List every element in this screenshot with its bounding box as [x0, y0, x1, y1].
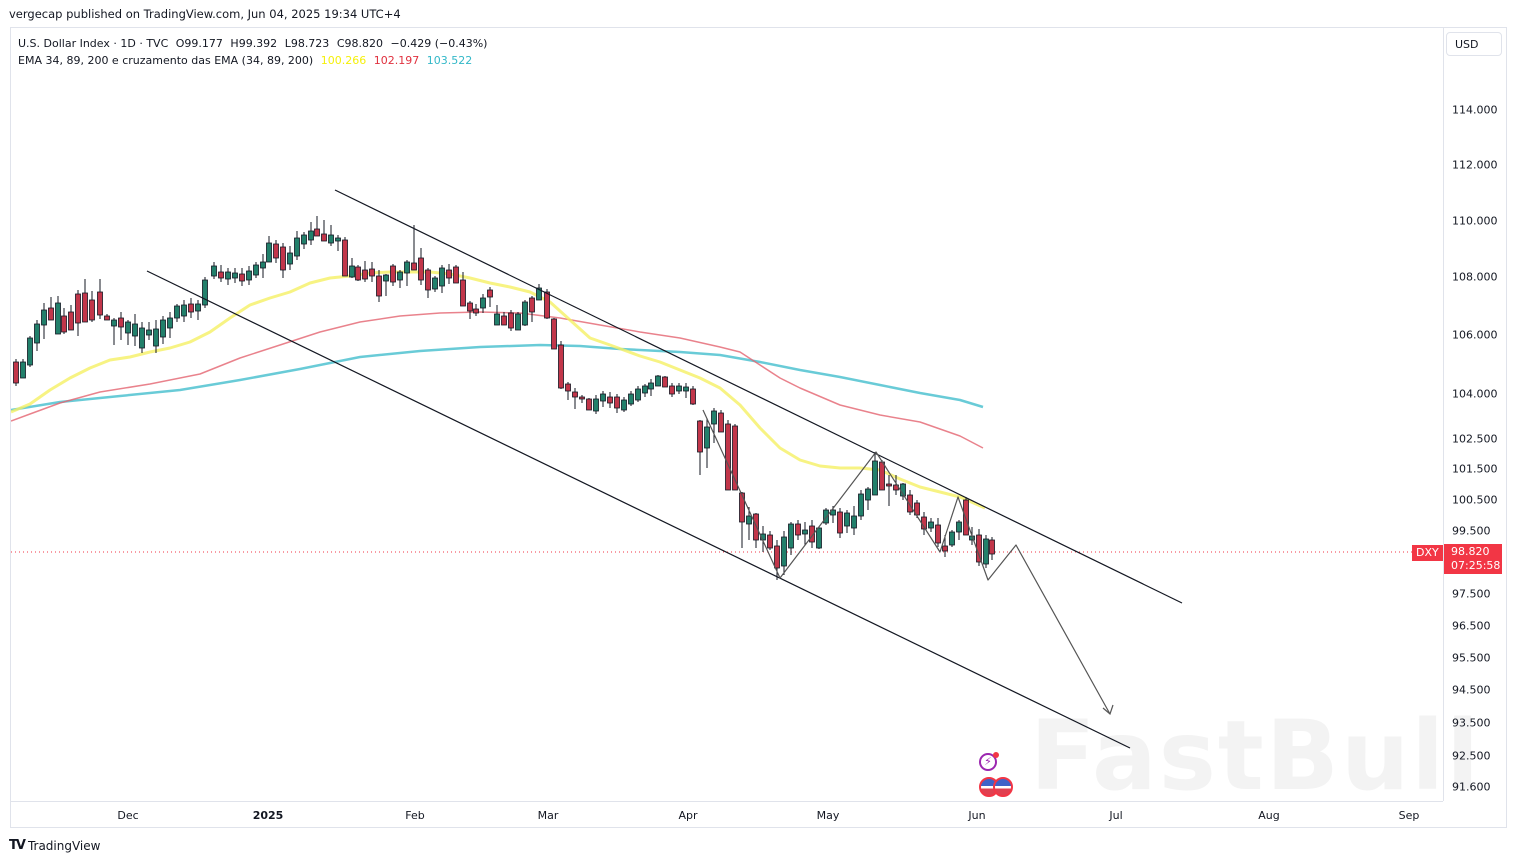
price-tick: 94.500 — [1452, 683, 1491, 697]
symbol-legend: U.S. Dollar Index · 1D · TVC O99.177 H99… — [18, 35, 491, 52]
price-tick: 102.500 — [1452, 432, 1498, 446]
price-tick: 96.500 — [1452, 619, 1491, 633]
price-tick: 101.500 — [1452, 462, 1498, 476]
price-axis[interactable]: 114.000 112.000 110.000 108.000 106.000 104.0… — [1443, 28, 1507, 801]
price-tick: 114.000 — [1452, 103, 1498, 117]
event-dot-icon — [993, 752, 999, 758]
currency-button[interactable]: USD — [1446, 32, 1502, 56]
price-chart[interactable] — [11, 28, 1443, 801]
price-tick: 99.500 — [1452, 524, 1491, 538]
ema89-value: 102.197 — [373, 54, 420, 67]
tradingview-brand[interactable]: TV TradingView — [9, 838, 100, 853]
price-tick: 104.000 — [1452, 387, 1498, 401]
us-flag-event-icon[interactable] — [993, 777, 1013, 797]
last-price: 98.820 — [1451, 545, 1490, 558]
time-tick: Jun — [968, 809, 986, 822]
published-line: vergecap published on TradingView.com, J… — [9, 7, 401, 21]
ema200-value: 103.522 — [426, 54, 473, 67]
close-value: C98.820 — [336, 37, 383, 50]
symbol-line: U.S. Dollar Index · 1D · TVC — [18, 37, 169, 50]
time-tick: 2025 — [252, 809, 284, 822]
price-tick: 95.500 — [1452, 651, 1491, 665]
price-tick: 93.500 — [1452, 716, 1491, 730]
tradingview-logo-icon: TV — [9, 838, 26, 853]
open-value: O99.177 — [175, 37, 223, 50]
price-tick: 106.000 — [1452, 328, 1498, 342]
price-tick: 92.500 — [1452, 749, 1491, 763]
price-tick: 97.500 — [1452, 587, 1491, 601]
watermark: FastBull — [1030, 700, 1482, 812]
chart-legend: U.S. Dollar Index · 1D · TVC O99.177 H99… — [18, 35, 491, 69]
low-value: L98.723 — [284, 37, 330, 50]
bar-countdown: 07:25:58 — [1451, 559, 1501, 572]
indicator-legend[interactable]: EMA 34, 89, 200 e cruzamento das EMA (34… — [18, 52, 491, 69]
time-tick: Aug — [1258, 809, 1280, 822]
time-axis[interactable]: Dec 2025 Feb Mar Apr May Jun Jul Aug Sep — [11, 801, 1443, 828]
high-value: H99.392 — [230, 37, 278, 50]
time-tick: Feb — [405, 809, 425, 822]
time-tick: May — [816, 809, 840, 822]
event-lightning-icon[interactable]: ⚡ — [979, 753, 997, 771]
change-value: −0.429 (−0.43%) — [390, 37, 488, 50]
time-tick: Dec — [117, 809, 139, 822]
last-price-label: 98.820 07:25:58 — [1444, 544, 1502, 574]
price-tick: 91.600 — [1452, 780, 1491, 794]
symbol-tag: DXY — [1412, 545, 1443, 561]
time-tick: Apr — [678, 809, 698, 822]
time-tick: Sep — [1398, 809, 1420, 822]
time-tick: Jul — [1109, 809, 1123, 822]
price-tick: 100.500 — [1452, 493, 1498, 507]
price-tick: 110.000 — [1452, 214, 1498, 228]
price-tick: 112.000 — [1452, 158, 1498, 172]
price-tick: 108.000 — [1452, 270, 1498, 284]
indicator-name: EMA 34, 89, 200 e cruzamento das EMA (34… — [18, 54, 314, 67]
ema34-value: 100.266 — [320, 54, 367, 67]
brand-name: TradingView — [27, 838, 101, 853]
time-tick: Mar — [537, 809, 559, 822]
